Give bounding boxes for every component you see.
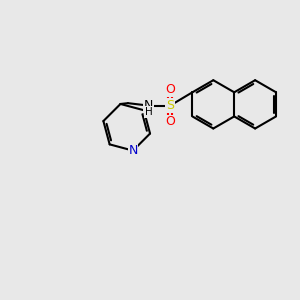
Text: S: S bbox=[166, 99, 174, 112]
Text: O: O bbox=[165, 115, 175, 128]
Text: N: N bbox=[144, 99, 153, 112]
Text: H: H bbox=[145, 107, 152, 117]
Text: N: N bbox=[128, 144, 138, 157]
Text: O: O bbox=[165, 83, 175, 96]
